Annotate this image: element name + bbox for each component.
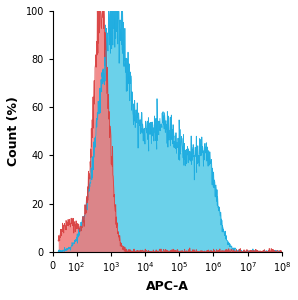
Y-axis label: Count (%): Count (%) bbox=[7, 96, 20, 166]
X-axis label: APC-A: APC-A bbox=[146, 280, 189, 293]
